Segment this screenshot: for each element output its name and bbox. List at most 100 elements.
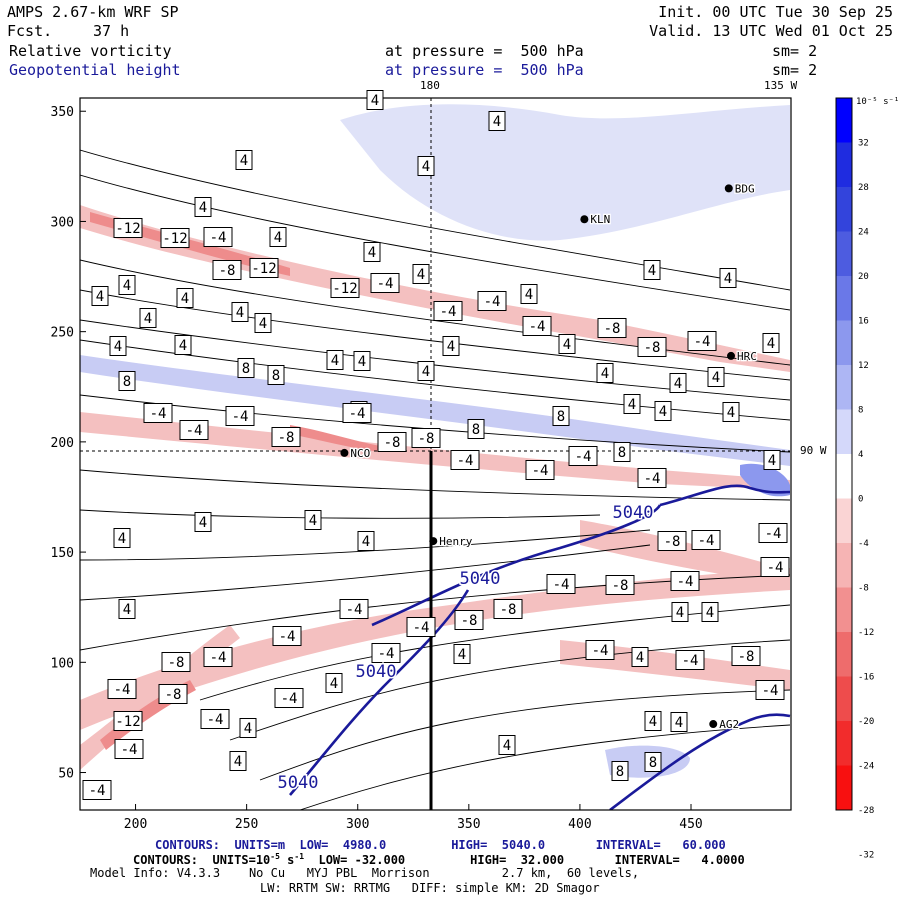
vorticity-label-text: 4: [181, 291, 189, 307]
vorticity-contour-label: 8: [267, 365, 285, 385]
vorticity-label-text: 8: [123, 374, 131, 390]
vorticity-contour-label: 4: [229, 751, 247, 771]
vorticity-contour-label: -4: [691, 530, 721, 550]
vorticity-label-text: 4: [503, 738, 511, 754]
field2-pressure: at pressure = 500 hPa: [385, 61, 584, 79]
vorticity-contour-label: 4: [357, 531, 375, 551]
vorticity-label-text: -8: [168, 655, 185, 671]
vorticity-label-text: -4: [592, 643, 609, 659]
station-label: HRC: [737, 350, 757, 363]
vorticity-label-text: 4: [96, 289, 104, 305]
colorbar-tick-label: -20: [858, 717, 874, 727]
vorticity-contour-label: 4: [670, 712, 688, 732]
colorbar-segment: [836, 454, 852, 499]
vorticity-label-text: -12: [162, 231, 187, 247]
y-tick-label: 350: [51, 105, 74, 120]
vorticity-label-text: -4: [575, 449, 592, 465]
vorticity-contour-label: 4: [417, 361, 435, 381]
station-label: AG2: [719, 718, 739, 731]
vorticity-label-text: -4: [765, 526, 782, 542]
colorbar-segment: [836, 498, 852, 544]
vorticity-contour-label: 8: [237, 358, 255, 378]
meridian-90w-label: 90 W: [800, 444, 827, 457]
vorticity-contour-label: 4: [643, 260, 661, 280]
height-contour-label: 5040: [460, 569, 501, 589]
vorticity-contour-label: 4: [176, 288, 194, 308]
vorticity-contour-label: 8: [613, 442, 631, 462]
vorticity-label-text: -8: [644, 340, 661, 356]
vorticity-contour-label: 4: [520, 284, 538, 304]
x-tick-label: 350: [457, 817, 480, 832]
colorbar-tick-label: 28: [858, 183, 869, 193]
x-tick-label: 400: [568, 817, 591, 832]
vorticity-label-text: -8: [278, 430, 295, 446]
x-tick-label: 200: [124, 817, 147, 832]
x-tick-label: 300: [346, 817, 369, 832]
vorticity-contour-label: 4: [719, 268, 737, 288]
vorticity-contour-label: -4: [371, 643, 401, 663]
colorbar-tick-label: 8: [858, 406, 863, 416]
height-contour-label: 5040: [278, 773, 319, 793]
vorticity-label-text: 8: [557, 409, 565, 425]
colorbar-tick-label: 20: [858, 272, 869, 282]
station-marker: [727, 351, 736, 360]
y-tick-label: 150: [51, 546, 74, 561]
vorticity-contour-label: -4: [200, 709, 230, 729]
vorticity-contour-label: 4: [488, 111, 506, 131]
vorticity-contour-label: 4: [304, 510, 322, 530]
colorbar-tick-label: -24: [858, 762, 874, 772]
vorticity-contour-label: 4: [118, 599, 136, 619]
colorbar-segment: [836, 409, 852, 455]
colorbar-segment: [836, 365, 852, 410]
vorticity-label-text: -8: [461, 613, 478, 629]
vorticity-contour-label: 4: [194, 512, 212, 532]
vorticity-label-text: 8: [618, 445, 626, 461]
vorticity-label-text: 4: [458, 647, 466, 663]
vorticity-contour-label: 4: [91, 286, 109, 306]
vorticity-contour-label: -4: [546, 574, 576, 594]
vorticity-contour-label: -8: [637, 337, 667, 357]
y-tick-label: 300: [51, 215, 74, 230]
model-title: AMPS 2.67-km WRF SP: [7, 3, 179, 21]
vorticity-label-text: -8: [612, 578, 629, 594]
vorticity-label-text: -12: [115, 221, 140, 237]
vorticity-contour-label: 4: [669, 373, 687, 393]
vorticity-contour-label: -8: [657, 531, 687, 551]
meridian-180-label: 180: [420, 79, 440, 92]
vorticity-label-text: 8: [472, 422, 480, 438]
vorticity-contour-label: -8: [377, 432, 407, 452]
vorticity-contour-label: -4: [82, 780, 112, 800]
vorticity-contour-info: CONTOURS: UNITS=10-5 s-1 LOW= -32.000 HI…: [133, 852, 745, 867]
vorticity-label-text: 4: [199, 200, 207, 216]
vorticity-label-text: 4: [649, 714, 657, 730]
vorticity-contour-label: 8: [644, 752, 662, 772]
vorticity-label-text: -4: [89, 783, 106, 799]
vorticity-label-text: -4: [281, 691, 298, 707]
vorticity-label-text: 4: [676, 605, 684, 621]
station-label: BDG: [735, 182, 755, 195]
vorticity-contour-label: -4: [568, 446, 598, 466]
colorbar-segment: [836, 676, 852, 722]
station-marker: [429, 537, 438, 546]
vorticity-contour-label: 4: [109, 336, 127, 356]
vorticity-contour-label: -4: [203, 227, 233, 247]
model-info: Model Info: V4.3.3 No Cu MYJ PBL Morriso…: [90, 866, 640, 880]
vorticity-contour-label: 4: [558, 334, 576, 354]
vorticity-contour-label: -12: [330, 278, 360, 298]
vorticity-contour-label: -8: [597, 318, 627, 338]
vorticity-label-text: 4: [422, 159, 430, 175]
vorticity-label-text: 4: [362, 534, 370, 550]
vorticity-label-text: -4: [532, 463, 549, 479]
negative-vorticity-band: [580, 520, 790, 585]
height-contour-label: 5040: [613, 503, 654, 523]
vorticity-contour-label: 4: [353, 351, 371, 371]
vorticity-contour-label: 4: [194, 197, 212, 217]
vorticity-label-text: -12: [251, 261, 276, 277]
vorticity-label-text: -4: [377, 276, 394, 292]
vorticity-contour-label: 4: [231, 302, 249, 322]
colorbar-segment: [836, 721, 852, 766]
vorticity-label-text: -4: [644, 471, 661, 487]
vorticity-label-text: 4: [368, 245, 376, 261]
vorticity-contour-label: 4: [722, 402, 740, 422]
vorticity-contour-label: -8: [731, 646, 761, 666]
